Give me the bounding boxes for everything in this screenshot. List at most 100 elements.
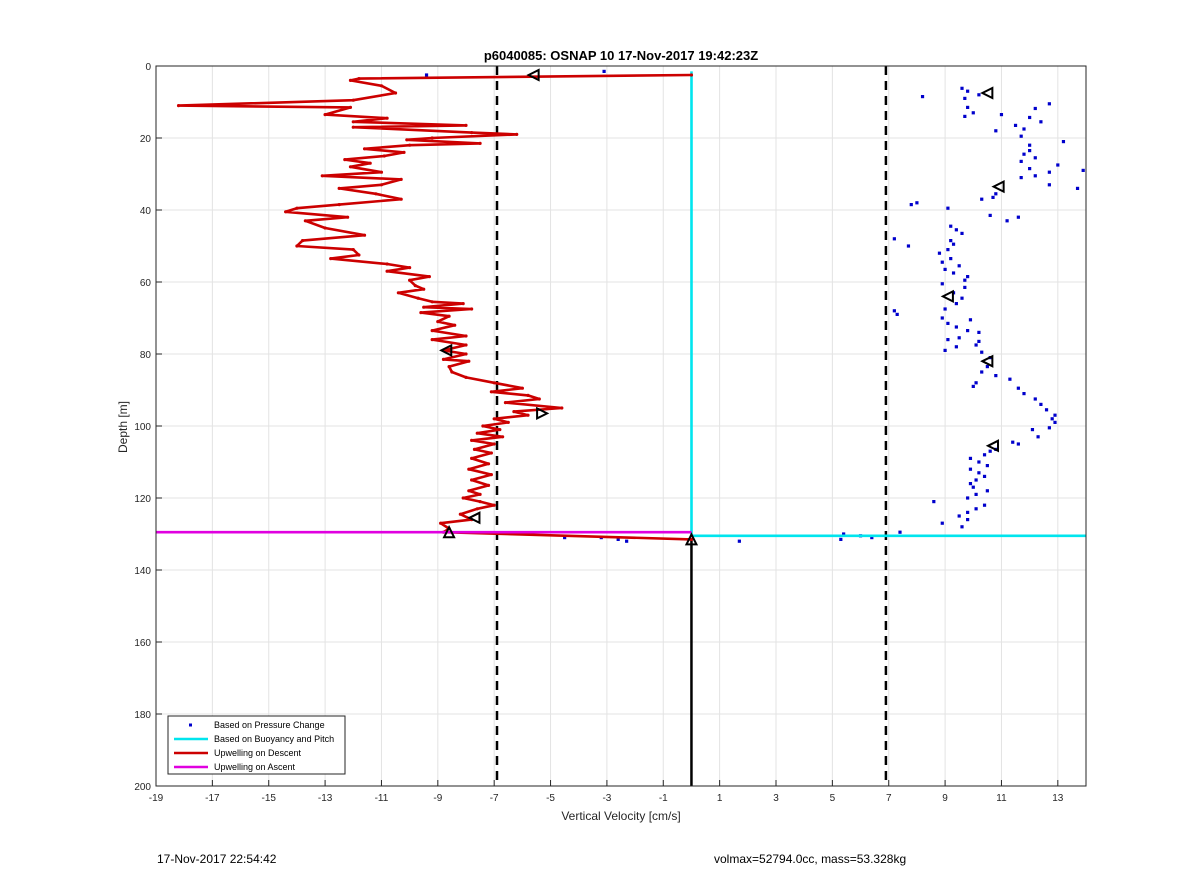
- pressure-point: [1016, 386, 1020, 390]
- pressure-point: [994, 129, 998, 133]
- pressure-point: [737, 539, 741, 543]
- pressure-point: [982, 453, 987, 457]
- descent-point: [368, 161, 372, 165]
- pressure-point: [1028, 143, 1032, 147]
- descent-point: [393, 91, 398, 95]
- pressure-point: [937, 251, 942, 255]
- pressure-point: [968, 467, 973, 471]
- descent-point: [467, 467, 471, 471]
- descent-point: [337, 186, 341, 190]
- y-tick-label: 60: [140, 278, 152, 289]
- descent-point: [419, 311, 423, 315]
- pressure-point: [625, 539, 629, 543]
- pressure-point: [977, 93, 981, 97]
- pressure-point: [974, 478, 978, 482]
- legend-label: Based on Buoyancy and Pitch: [214, 734, 334, 744]
- descent-point: [498, 428, 502, 432]
- descent-point: [478, 492, 482, 496]
- pressure-point: [1033, 397, 1037, 401]
- legend-label: Upwelling on Ascent: [214, 762, 296, 772]
- direction-marker: [536, 406, 550, 421]
- pressure-point: [977, 460, 981, 464]
- descent-point: [295, 206, 299, 210]
- pressure-point: [999, 113, 1004, 117]
- pressure-point: [966, 89, 970, 93]
- descent-point: [489, 390, 493, 394]
- descent-point: [486, 462, 491, 466]
- pressure-point: [1053, 413, 1057, 417]
- descent-point: [348, 105, 353, 109]
- pressure-point: [616, 537, 620, 541]
- direction-marker: [980, 354, 994, 368]
- descent-point: [470, 131, 474, 135]
- descent-point: [413, 284, 417, 288]
- pressure-point: [1005, 219, 1009, 223]
- descent-point: [399, 177, 403, 181]
- pressure-point: [424, 73, 429, 77]
- pressure-point: [915, 201, 919, 205]
- descent-point: [323, 226, 327, 230]
- pressure-point: [960, 296, 964, 300]
- pressure-point: [870, 536, 874, 540]
- pressure-point: [963, 114, 967, 118]
- descent-point: [348, 78, 353, 82]
- pressure-point: [971, 111, 975, 115]
- pressure-point: [982, 503, 987, 507]
- pressure-point: [968, 318, 973, 322]
- x-tick-label: 1: [717, 793, 723, 804]
- x-tick-label: 9: [942, 793, 948, 804]
- descent-point: [346, 215, 350, 219]
- x-tick-label: 5: [830, 793, 836, 804]
- pressure-point: [842, 532, 846, 536]
- pressure-point: [1033, 174, 1037, 178]
- pressure-point: [1028, 149, 1032, 153]
- y-tick-label: 40: [140, 206, 152, 217]
- descent-point: [351, 248, 355, 252]
- pressure-point: [963, 96, 967, 100]
- x-tick-label: 7: [886, 793, 892, 804]
- legend-label: Upwelling on Descent: [214, 748, 302, 758]
- x-tick-label: -17: [205, 793, 220, 804]
- descent-point: [467, 359, 471, 363]
- pressure-point: [966, 518, 970, 522]
- pressure-point: [954, 325, 958, 329]
- descent-point: [430, 300, 434, 304]
- descent-point: [295, 244, 299, 248]
- descent-point: [512, 410, 516, 414]
- pressure-point: [1061, 140, 1066, 144]
- descent-point: [467, 489, 471, 493]
- descent-point: [337, 203, 341, 207]
- pressure-point: [985, 464, 989, 468]
- pressure-point: [985, 489, 989, 493]
- pressure-point: [971, 384, 975, 388]
- descent-point: [430, 329, 434, 333]
- legend-box: [167, 715, 346, 775]
- pressure-point: [960, 231, 964, 235]
- descent-point: [382, 154, 386, 158]
- y-tick-label: 0: [145, 62, 151, 73]
- pressure-point: [954, 228, 958, 232]
- descent-point: [689, 537, 694, 542]
- descent-point: [526, 413, 530, 417]
- descent-point: [329, 257, 333, 261]
- descent-point: [408, 266, 412, 270]
- descent-point: [447, 365, 451, 369]
- pressure-point: [1030, 428, 1035, 432]
- descent-point: [379, 183, 384, 187]
- pressure-point: [1019, 159, 1023, 163]
- pressure-point: [963, 285, 967, 289]
- pressure-point: [951, 271, 956, 275]
- descent-point: [475, 431, 479, 435]
- pressure-point: [1036, 435, 1040, 439]
- pressure-point: [1013, 123, 1018, 127]
- pressure-point: [951, 242, 956, 246]
- x-tick-label: -3: [602, 793, 611, 804]
- y-tick-label: 80: [140, 350, 152, 361]
- pressure-point: [980, 350, 984, 354]
- pressure-point: [1019, 134, 1023, 138]
- x-tick-label: 13: [1052, 793, 1064, 804]
- pressure-point: [968, 456, 973, 460]
- pressure-point: [906, 244, 911, 248]
- descent-point: [303, 219, 307, 223]
